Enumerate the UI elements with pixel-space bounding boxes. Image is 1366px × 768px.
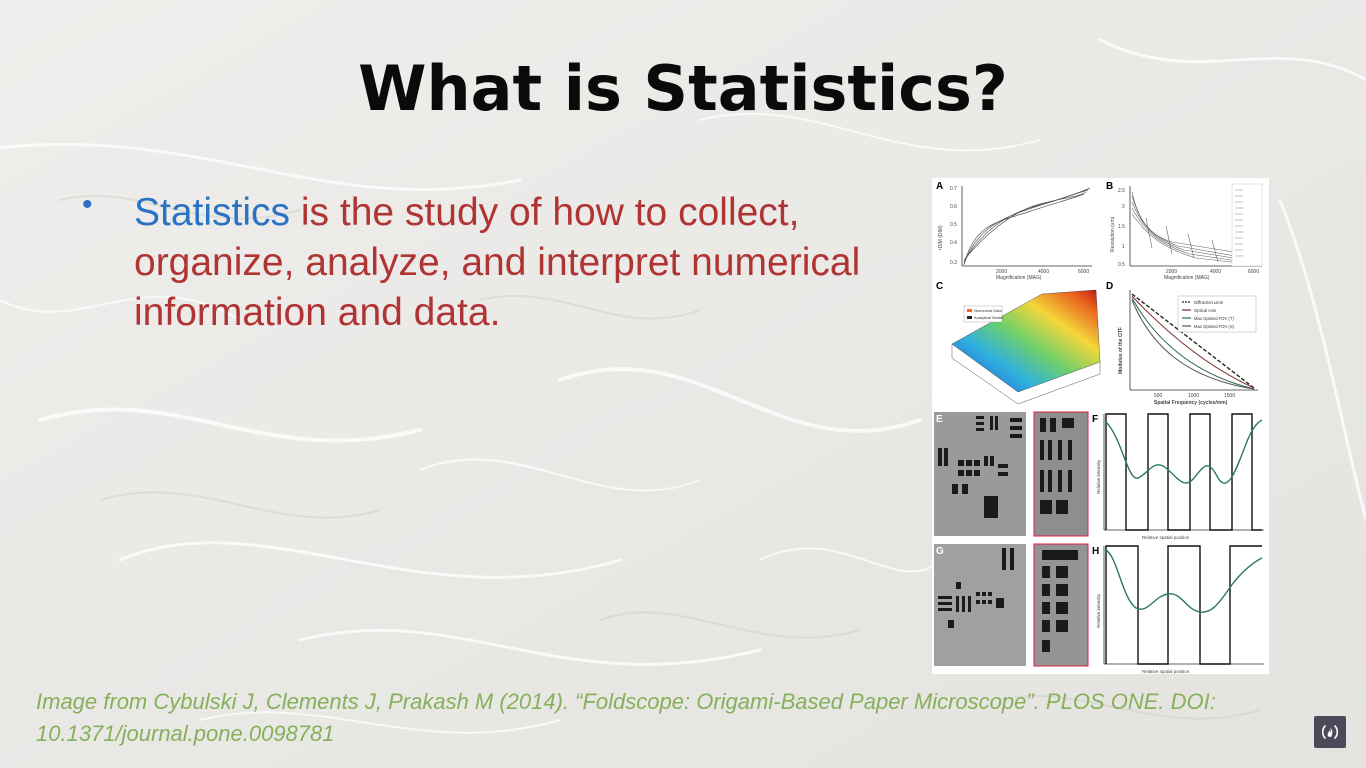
- bullet-keyword: Statistics: [134, 191, 291, 234]
- panel-d-ylabel: Modulus of the OTF: [1118, 327, 1124, 374]
- panel-d-legend-item: Max Optimal FOV (T): [1194, 316, 1234, 321]
- panel-b-ylabel: Resolution (um): [1110, 216, 1116, 252]
- panel-d-xlabel: Spatial Frequency (cycles/mm): [1154, 400, 1228, 406]
- panel-f: F Relative spatial position Relative int…: [1092, 413, 1264, 540]
- panel-g-label: G: [936, 546, 944, 557]
- slide-title: What is Statistics?: [358, 52, 1008, 125]
- panel-a-label: A: [936, 181, 943, 192]
- panel-d-xtick: 500: [1154, 393, 1163, 399]
- panel-a-ytick: 0.7: [950, 186, 957, 192]
- bullet-marker: •: [82, 188, 93, 221]
- panel-e: E: [934, 411, 1089, 537]
- panel-a: A 0.7 0.6 0.5 0.4 0.3 2000 4000 6000 Mag…: [936, 181, 1092, 281]
- panel-a-ytick: 0.6: [950, 204, 957, 210]
- panel-c-legend-item: Analytical Model: [974, 315, 1003, 320]
- panel-d-legend-item: Max Optimal FOV (S): [1194, 324, 1235, 329]
- panel-d-xtick: 1000: [1188, 393, 1199, 399]
- bullet-text: Statistics is the study of how to collec…: [134, 188, 874, 338]
- panel-a-xtick: 6000: [1078, 269, 1089, 275]
- panel-c-legend-item: Numerical Data: [974, 308, 1002, 313]
- panel-b-xtick: 6000: [1248, 269, 1259, 275]
- panel-a-ylabel: rDIM (DIM): [938, 225, 944, 250]
- panel-d-xtick: 1500: [1224, 393, 1235, 399]
- panel-g: G: [934, 543, 1089, 667]
- freecodecamp-logo-icon: [1314, 716, 1346, 748]
- panel-b-ytick: 1.5: [1118, 224, 1125, 230]
- panel-h-label: H: [1092, 546, 1099, 557]
- panel-b-xtick: 2000: [1166, 269, 1177, 275]
- panel-a-xlabel: Magnification (MAG): [996, 275, 1042, 281]
- panel-a-xtick: 2000: [996, 269, 1007, 275]
- panel-b-ytick: 1: [1122, 244, 1125, 250]
- panel-b-ytick: 0.5: [1118, 262, 1125, 268]
- panel-a-xtick: 4000: [1038, 269, 1049, 275]
- panel-d-label: D: [1106, 281, 1113, 292]
- panel-d-legend-item: Diffraction Limit: [1194, 300, 1224, 305]
- image-citation: Image from Cybulski J, Clements J, Praka…: [36, 689, 1216, 746]
- panel-b-ytick: 2: [1122, 204, 1125, 210]
- foldscope-figure: A 0.7 0.6 0.5 0.4 0.3 2000 4000 6000 Mag…: [932, 178, 1269, 674]
- panel-a-ytick: 0.3: [950, 260, 957, 266]
- panel-d-legend-item: Optical Axis: [1194, 308, 1216, 313]
- panel-b-xtick: 4000: [1210, 269, 1221, 275]
- panel-a-ytick: 0.4: [950, 240, 957, 246]
- panel-f-xlabel: Relative spatial position: [1142, 535, 1190, 540]
- panel-e-label: E: [936, 414, 943, 425]
- figure-panels: A 0.7 0.6 0.5 0.4 0.3 2000 4000 6000 Mag…: [934, 181, 1264, 674]
- panel-a-ytick: 0.5: [950, 222, 957, 228]
- panel-b-ytick: 2.5: [1118, 188, 1125, 194]
- panel-f-ylabel: Relative intensity: [1096, 459, 1101, 494]
- panel-d: D 500 1000 1500 Spatial Frequency (cycle…: [1106, 281, 1258, 406]
- bullet-definition: is the study of how to collect, organize…: [134, 191, 861, 334]
- panel-b-xlabel: Magnification (MAG): [1164, 275, 1210, 281]
- panel-h: H Relative spatial position Relative int…: [1092, 545, 1264, 674]
- panel-b: B 2.5 2 1.5 1 0.5 2000 4000 6000 Magnifi…: [1106, 181, 1263, 281]
- panel-h-xlabel: Relative spatial position: [1142, 669, 1190, 674]
- panel-c-label: C: [936, 281, 943, 292]
- panel-h-ylabel: Relative intensity: [1096, 593, 1101, 628]
- panel-c: C Numerical Data Analytical Model: [936, 281, 1101, 405]
- panel-b-label: B: [1106, 181, 1113, 192]
- panel-f-label: F: [1092, 414, 1098, 425]
